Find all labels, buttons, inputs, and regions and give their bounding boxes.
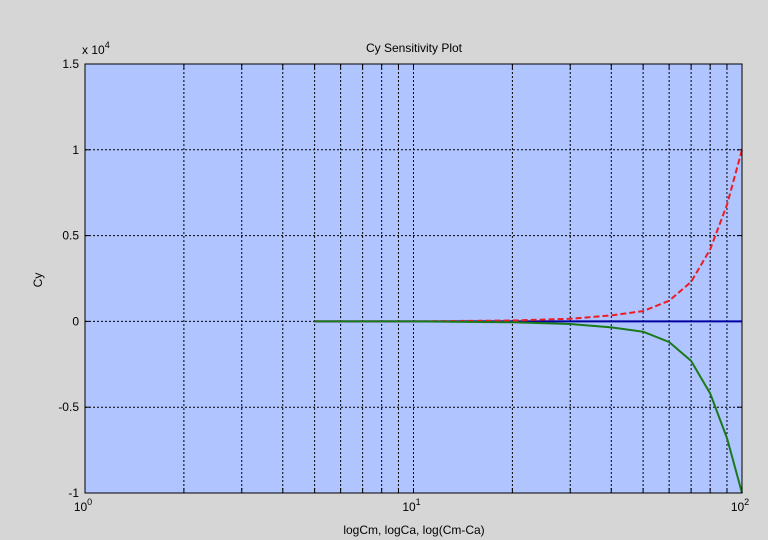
x-tick-label-power: 2 — [744, 497, 749, 507]
x-tick-label: 101 — [402, 497, 420, 514]
x-tick-label: 102 — [731, 497, 749, 514]
y-tick-label: 1 — [72, 143, 79, 157]
x-tick-label-power: 1 — [416, 497, 421, 507]
y-axis-exponent-label: x 104 — [82, 40, 110, 57]
x-tick-label-power: 0 — [87, 497, 92, 507]
chart-title: Cy Sensitivity Plot — [366, 41, 463, 55]
plot-area — [84, 63, 743, 494]
y-tick-label: 1.5 — [62, 57, 79, 71]
x-axis-label: logCm, logCa, log(Cm-Ca) — [343, 523, 484, 537]
series-line-3 — [314, 320, 743, 494]
y-tick-label: -0.5 — [58, 400, 79, 414]
y-tick-label: 0.5 — [62, 229, 79, 243]
x-tick-label: 100 — [74, 497, 92, 514]
y-axis-exponent-power: 4 — [105, 40, 110, 50]
y-tick-label: -1 — [68, 486, 79, 500]
y-axis-exponent-base: x 10 — [82, 43, 105, 57]
x-tick-label-base: 10 — [402, 500, 416, 514]
axes-frame — [84, 63, 743, 494]
x-tick-label-base: 10 — [74, 500, 88, 514]
y-tick-label: 0 — [72, 314, 79, 328]
y-axis-label: Cy — [31, 273, 45, 288]
series — [314, 149, 743, 494]
x-tick-label-base: 10 — [731, 500, 745, 514]
series-line-2 — [314, 149, 743, 323]
